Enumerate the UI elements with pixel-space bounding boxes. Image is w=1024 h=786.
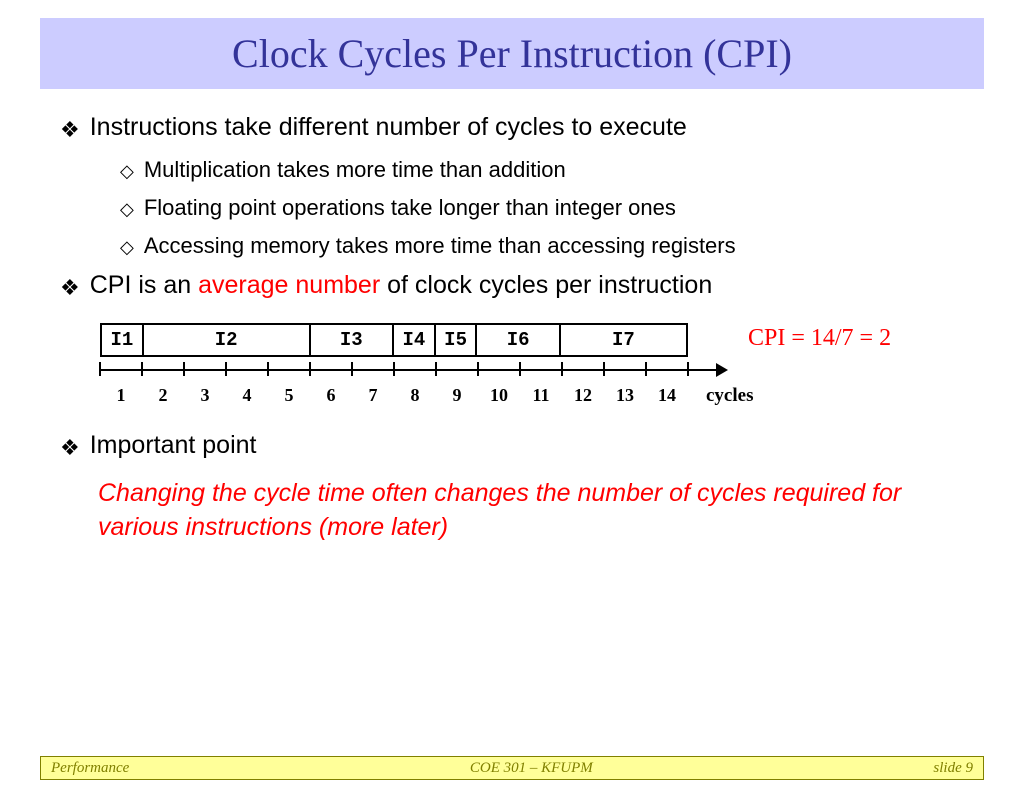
axis-label: cycles — [706, 385, 753, 407]
cycle-number: 7 — [369, 385, 378, 406]
axis-tick — [309, 362, 311, 376]
cycle-number: 10 — [490, 385, 508, 406]
axis-line — [100, 369, 716, 371]
diamond-icon: ❖ — [60, 431, 80, 465]
bullet-text: Floating point operations take longer th… — [144, 195, 676, 221]
axis-tick — [351, 362, 353, 376]
axis-tick — [141, 362, 143, 376]
important-note: Changing the cycle time often changes th… — [98, 477, 964, 545]
instruction-box: I2 — [144, 325, 311, 355]
content-area: ❖ Instructions take different number of … — [0, 89, 1024, 545]
axis-tick — [519, 362, 521, 376]
bullet-main-3: ❖ Important point — [60, 431, 964, 465]
footer-right: slide 9 — [933, 760, 973, 777]
cycle-number: 2 — [159, 385, 168, 406]
cpi-timeline-diagram: I1I2I3I4I5I6I7 1234567891011121314cycles… — [100, 323, 964, 419]
axis-tick — [267, 362, 269, 376]
cycle-number: 14 — [658, 385, 676, 406]
cycle-number: 4 — [243, 385, 252, 406]
cycle-number: 1 — [117, 385, 126, 406]
bullet-sub-1: ◇ Multiplication takes more time than ad… — [120, 157, 964, 185]
bullet-sub-2: ◇ Floating point operations take longer … — [120, 195, 964, 223]
bullet-main-1: ❖ Instructions take different number of … — [60, 113, 964, 147]
axis-tick — [99, 362, 101, 376]
footer-bar: Performance COE 301 – KFUPM slide 9 — [40, 756, 984, 780]
diamond-icon: ❖ — [60, 113, 80, 147]
instruction-box: I7 — [561, 325, 686, 355]
text-part: of clock cycles per instruction — [380, 271, 712, 299]
axis-tick — [393, 362, 395, 376]
cycle-number: 9 — [453, 385, 462, 406]
arrow-right-icon — [716, 363, 728, 377]
diamond-outline-icon: ◇ — [120, 195, 134, 223]
instruction-boxes: I1I2I3I4I5I6I7 — [100, 323, 688, 357]
highlight-text: average number — [198, 271, 380, 299]
cycle-axis — [100, 361, 964, 385]
bullet-text: Instructions take different number of cy… — [90, 113, 687, 142]
bullet-sub-3: ◇ Accessing memory takes more time than … — [120, 233, 964, 261]
axis-tick — [183, 362, 185, 376]
axis-tick — [645, 362, 647, 376]
text-part: CPI is an — [90, 271, 198, 299]
title-bar: Clock Cycles Per Instruction (CPI) — [40, 18, 984, 89]
cpi-formula: CPI = 14/7 = 2 — [748, 325, 891, 352]
axis-tick — [225, 362, 227, 376]
footer-left: Performance — [51, 760, 129, 777]
cycle-number: 3 — [201, 385, 210, 406]
cycle-number: 13 — [616, 385, 634, 406]
diamond-outline-icon: ◇ — [120, 157, 134, 185]
diamond-outline-icon: ◇ — [120, 233, 134, 261]
page-title: Clock Cycles Per Instruction (CPI) — [232, 31, 792, 76]
cycle-number: 6 — [327, 385, 336, 406]
instruction-box: I3 — [311, 325, 394, 355]
instruction-box: I4 — [394, 325, 436, 355]
bullet-main-2: ❖ CPI is an average number of clock cycl… — [60, 271, 964, 305]
axis-tick — [687, 362, 689, 376]
bullet-text: Important point — [90, 431, 257, 460]
diamond-icon: ❖ — [60, 271, 80, 305]
bullet-text: Accessing memory takes more time than ac… — [144, 233, 736, 259]
footer-center: COE 301 – KFUPM — [470, 760, 593, 777]
cycle-number: 12 — [574, 385, 592, 406]
cycle-number: 11 — [532, 385, 549, 406]
instruction-box: I1 — [102, 325, 144, 355]
bullet-text: Multiplication takes more time than addi… — [144, 157, 566, 183]
axis-tick — [477, 362, 479, 376]
axis-tick — [561, 362, 563, 376]
axis-tick — [435, 362, 437, 376]
axis-tick — [603, 362, 605, 376]
cycle-labels: 1234567891011121314cycles — [100, 385, 964, 409]
cycle-number: 8 — [411, 385, 420, 406]
instruction-box: I5 — [436, 325, 478, 355]
cycle-number: 5 — [285, 385, 294, 406]
instruction-box: I6 — [477, 325, 560, 355]
bullet-text: CPI is an average number of clock cycles… — [90, 271, 713, 300]
